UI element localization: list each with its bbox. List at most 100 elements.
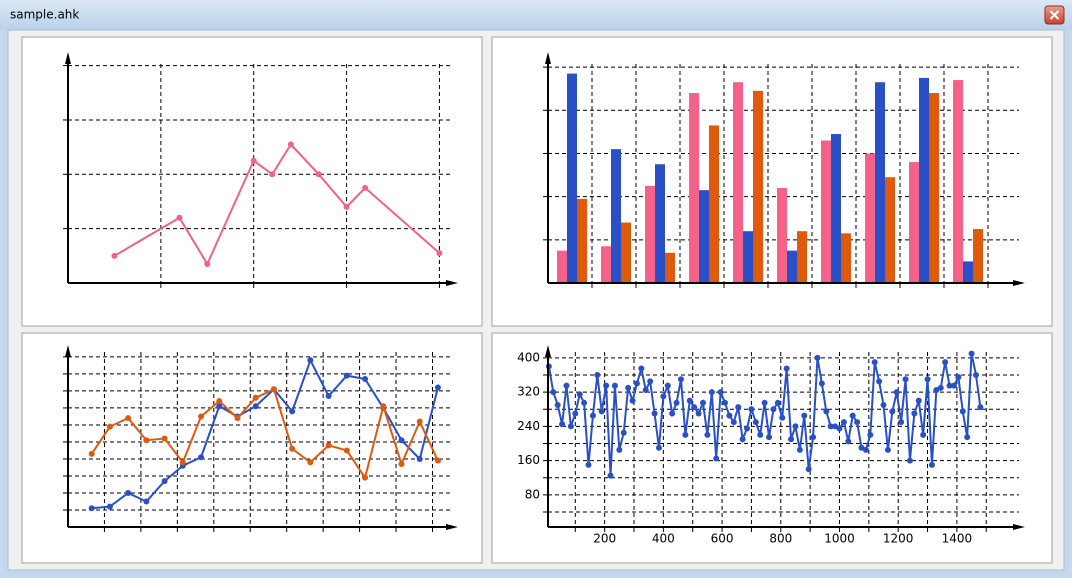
- point: [739, 436, 746, 443]
- bar: [743, 231, 753, 283]
- point: [398, 437, 405, 444]
- point: [436, 250, 443, 257]
- point: [854, 419, 861, 426]
- point: [840, 419, 847, 426]
- point: [699, 399, 706, 406]
- point: [722, 399, 729, 406]
- point: [325, 442, 332, 449]
- point: [669, 410, 676, 417]
- point: [906, 457, 913, 464]
- point: [270, 386, 277, 393]
- point: [611, 382, 618, 389]
- panel: [21, 332, 483, 564]
- point: [682, 431, 689, 438]
- window-title: sample.ahk: [10, 8, 79, 22]
- point: [625, 384, 632, 391]
- point: [779, 414, 786, 421]
- point: [398, 461, 405, 468]
- point: [968, 350, 975, 357]
- line: [113, 142, 441, 267]
- bar: [777, 188, 787, 283]
- point: [911, 410, 918, 417]
- point: [717, 389, 724, 396]
- point: [362, 184, 369, 191]
- bar: [645, 185, 655, 283]
- point: [823, 408, 830, 415]
- point: [915, 397, 922, 404]
- point: [343, 372, 350, 379]
- point: [942, 359, 949, 366]
- point: [867, 431, 874, 438]
- title-bar: [0, 0, 1072, 30]
- point: [673, 399, 680, 406]
- bar: [929, 93, 939, 283]
- bar: [787, 250, 797, 283]
- point: [269, 171, 276, 178]
- point: [589, 412, 596, 419]
- point: [434, 384, 441, 391]
- point: [946, 382, 953, 389]
- bar: [963, 261, 973, 283]
- point: [783, 365, 790, 372]
- panel: [21, 36, 483, 327]
- close-button[interactable]: [1044, 5, 1065, 25]
- bar: [567, 73, 577, 284]
- x-tick-label: 1200: [883, 532, 914, 546]
- point: [252, 394, 259, 401]
- point: [686, 397, 693, 404]
- point: [572, 410, 579, 417]
- point: [792, 423, 799, 430]
- point: [924, 376, 931, 383]
- point: [380, 403, 387, 410]
- point: [633, 380, 640, 387]
- point: [691, 404, 698, 411]
- point: [708, 389, 715, 396]
- point: [810, 434, 817, 441]
- x-axis-arrow: [1013, 524, 1025, 530]
- point: [143, 498, 150, 505]
- point: [726, 412, 733, 419]
- bar: [953, 80, 963, 283]
- bar: [733, 82, 743, 283]
- point: [616, 446, 623, 453]
- point: [893, 389, 900, 396]
- point: [845, 438, 852, 445]
- y-tick-label: 400: [517, 350, 540, 364]
- line: [90, 387, 439, 481]
- point: [796, 446, 803, 453]
- point: [88, 450, 95, 457]
- point: [805, 466, 812, 473]
- y-tick-label: 240: [517, 419, 540, 433]
- x-tick-label: 400: [652, 532, 675, 546]
- bar: [909, 162, 919, 283]
- point: [315, 171, 322, 178]
- point: [972, 371, 979, 378]
- point: [884, 446, 891, 453]
- point: [607, 472, 614, 479]
- point: [559, 421, 566, 428]
- y-tick-label: 320: [517, 385, 540, 399]
- point: [216, 398, 223, 405]
- point: [416, 455, 423, 462]
- bar: [831, 134, 841, 283]
- point: [774, 399, 781, 406]
- point: [216, 403, 223, 410]
- point: [898, 419, 905, 426]
- point: [204, 260, 211, 267]
- bar: [689, 93, 699, 283]
- line: [91, 357, 439, 510]
- point: [594, 371, 601, 378]
- point: [252, 403, 259, 410]
- point: [581, 399, 588, 406]
- point: [677, 376, 684, 383]
- point: [818, 380, 825, 387]
- point: [88, 505, 95, 512]
- point: [287, 141, 294, 148]
- point: [620, 429, 627, 436]
- bar: [973, 229, 983, 283]
- point: [964, 434, 971, 441]
- y-axis-arrow: [545, 345, 551, 357]
- point: [289, 408, 296, 415]
- point: [770, 406, 777, 413]
- bar: [753, 90, 763, 284]
